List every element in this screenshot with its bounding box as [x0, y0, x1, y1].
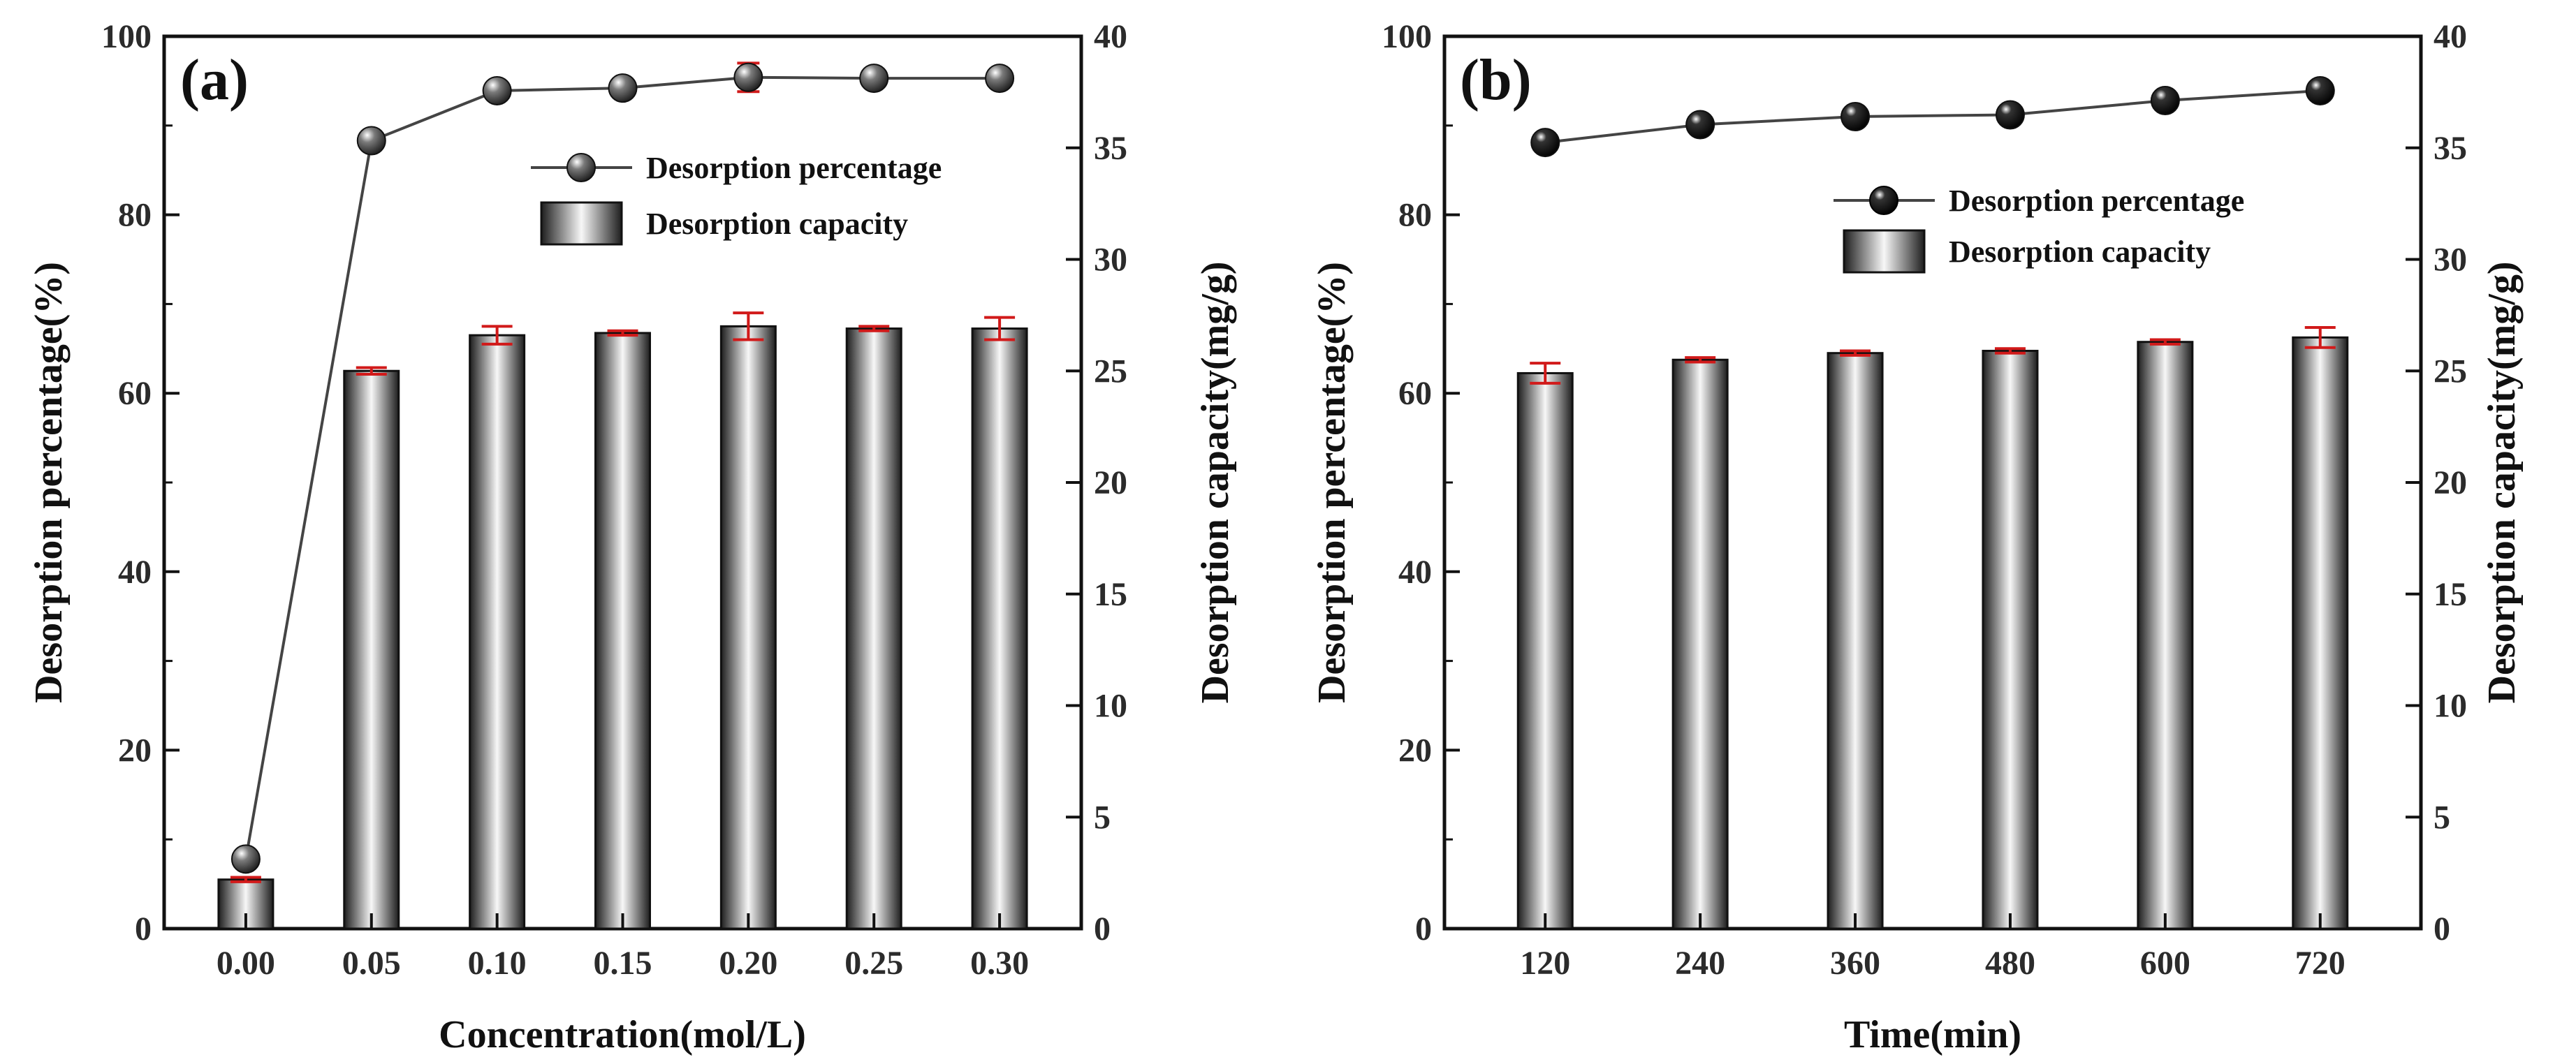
x-tick-label: 0.30: [970, 945, 1029, 982]
capacity-bar: [343, 369, 400, 930]
x-tick-label: 0.00: [217, 945, 275, 982]
y-tick-right-label: 15: [1094, 576, 1127, 613]
y-tick-right-label: 0: [2434, 910, 2450, 947]
legend-percentage-label: Desorption percentage: [646, 151, 942, 185]
capacity-bar: [1516, 371, 1574, 930]
percentage-point: [230, 844, 261, 874]
capacity-bar: [594, 332, 651, 930]
y-axis-title-right: Desorption capacity(mg/g): [1194, 261, 1237, 703]
percentage-point: [733, 62, 763, 92]
y-tick-right-label: 35: [2434, 130, 2467, 167]
legend-line-marker: [566, 153, 596, 182]
panel-label: (a): [180, 47, 249, 112]
y-tick-right-label: 25: [2434, 353, 2467, 390]
legend-bar-swatch: [540, 201, 623, 246]
line-layer: [1530, 75, 2335, 158]
capacity-bar: [1982, 349, 2039, 930]
legend: Desorption percentage Desorption capacit…: [1834, 184, 2244, 274]
x-tick-label: 720: [2295, 945, 2346, 982]
errors-layer: [1530, 325, 2336, 385]
y-tick-left-label: 0: [135, 910, 152, 947]
y-tick-right-label: 20: [1094, 464, 1127, 501]
panel-b: 0 20 40 60 80 100 0 5 10 15 20 25 30 35 40 120 240 360 480…: [1310, 18, 2524, 1056]
y-axis-title-right: Desorption capacity(mg/g): [2480, 261, 2524, 703]
y-tick-left-label: 40: [118, 554, 152, 591]
y-tick-left-label: 60: [118, 375, 152, 412]
y-tick-right-label: 40: [1094, 18, 1127, 55]
percentage-point: [608, 73, 638, 103]
percentage-line: [1545, 89, 2320, 145]
legend: Desorption percentage Desorption capacit…: [531, 151, 942, 246]
y-tick-right-label: 30: [2434, 242, 2467, 279]
errors-layer: [230, 311, 1016, 883]
legend-capacity-label: Desorption capacity: [646, 207, 908, 241]
percentage-point: [356, 126, 386, 156]
x-tick-label: 0.25: [844, 945, 903, 982]
x-axis-title: Concentration(mol/L): [439, 1013, 806, 1056]
x-tick-label: 0.05: [342, 945, 401, 982]
percentage-point: [2305, 75, 2335, 105]
capacity-bar: [971, 327, 1028, 930]
x-tick-label: 0.15: [594, 945, 652, 982]
ticks-layer: 0 20 40 60 80 100 0 5 10 15 20 25 30 35 40 120 240 360 480…: [1382, 18, 2467, 982]
capacity-bar: [2292, 336, 2349, 930]
legend-percentage-label: Desorption percentage: [1949, 184, 2244, 218]
percentage-point: [985, 64, 1015, 94]
y-tick-right-label: 40: [2434, 18, 2467, 55]
x-tick-label: 120: [1520, 945, 1570, 982]
y-tick-right-label: 5: [2434, 799, 2450, 836]
capacity-bar: [1671, 358, 1729, 930]
percentage-point: [1685, 110, 1715, 140]
percentage-point: [2150, 86, 2180, 116]
y-tick-left-label: 20: [1398, 732, 1432, 769]
panel-a: 0 20 40 60 80 100 0 5 10 15 20 25 30 35 40 0.00 0.05 0.10…: [27, 18, 1237, 1056]
percentage-point: [859, 64, 889, 94]
y-tick-right-label: 25: [1094, 353, 1127, 390]
x-tick-label: 0.10: [468, 945, 527, 982]
y-tick-right-label: 20: [2434, 464, 2467, 501]
capacity-bar: [469, 334, 526, 930]
percentage-point: [1530, 128, 1560, 158]
legend-capacity-label: Desorption capacity: [1949, 235, 2211, 269]
y-tick-left-label: 80: [118, 197, 152, 234]
percentage-point: [482, 75, 512, 105]
bars-layer: [1516, 336, 2349, 930]
capacity-bar: [719, 325, 777, 930]
bars-layer: [217, 325, 1028, 930]
ticks-layer: 0 20 40 60 80 100 0 5 10 15 20 25 30 35 40 0.00 0.05 0.10…: [101, 18, 1127, 982]
x-tick-label: 240: [1675, 945, 1725, 982]
y-tick-left-label: 40: [1398, 554, 1432, 591]
y-tick-left-label: 100: [101, 18, 152, 55]
y-tick-right-label: 30: [1094, 242, 1127, 279]
x-axis-title: Time(min): [1844, 1013, 2021, 1056]
capacity-bar: [2137, 341, 2194, 930]
x-tick-label: 480: [1985, 945, 2035, 982]
y-tick-left-label: 100: [1382, 18, 1432, 55]
y-tick-left-label: 20: [118, 732, 152, 769]
x-tick-label: 0.20: [719, 945, 777, 982]
legend-bar-swatch: [1843, 229, 1926, 274]
panel-label: (b): [1460, 47, 1532, 112]
y-tick-right-label: 35: [1094, 130, 1127, 167]
y-tick-right-label: 5: [1094, 799, 1111, 836]
capacity-bar: [1827, 352, 1884, 930]
y-tick-right-label: 10: [1094, 688, 1127, 725]
y-tick-right-label: 0: [1094, 910, 1111, 947]
x-tick-label: 600: [2140, 945, 2190, 982]
y-tick-right-label: 15: [2434, 576, 2467, 613]
y-tick-left-label: 80: [1398, 197, 1432, 234]
percentage-point: [1995, 100, 2025, 130]
percentage-point: [1840, 102, 1871, 132]
plot-frame: [1442, 34, 2423, 931]
y-tick-right-label: 10: [2434, 688, 2467, 725]
x-tick-label: 360: [1830, 945, 1880, 982]
y-axis-title-left: Desorption percentage(%): [27, 262, 71, 703]
legend-line-marker: [1869, 186, 1898, 215]
line-layer: [230, 61, 1015, 874]
capacity-bar: [845, 327, 902, 930]
y-axis-title-left: Desorption percentage(%): [1310, 262, 1354, 703]
y-tick-left-label: 0: [1415, 910, 1432, 947]
y-tick-left-label: 60: [1398, 375, 1432, 412]
